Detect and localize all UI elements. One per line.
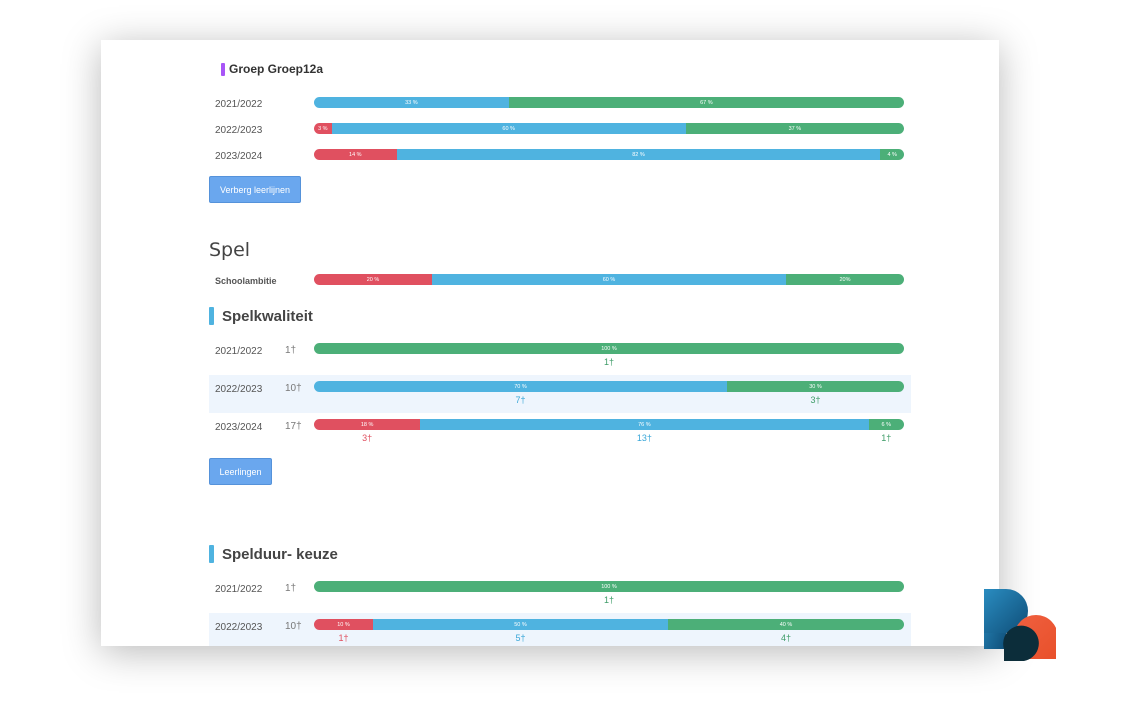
year-label: 2023/2024 (215, 151, 263, 162)
ambition-bar: 20 % 60 % 20% (314, 274, 904, 285)
student-row: 2023/2024 17† 18 % 76 % 6 % 3† 13† 1† (209, 413, 911, 451)
student-count: 10† (285, 621, 302, 632)
bar-segment-red: 10 % (314, 619, 373, 630)
spelkwaliteit-accent (209, 307, 214, 325)
distribution-bar: 100 % (314, 343, 904, 354)
student-marker[interactable]: 1† (603, 595, 615, 605)
bar-segment-green: 6 % (868, 419, 904, 430)
bar-segment-green: 100 % (314, 581, 904, 592)
student-marker[interactable]: 5† (515, 633, 526, 643)
bar-segment-blue: 33 % (314, 97, 509, 108)
year-label: 2021/2022 (215, 99, 263, 110)
distribution-bar: 10 % 50 % 40 % (314, 619, 904, 630)
student-row: 2022/2023 10† 10 % 50 % 40 % 1† 5† 4† (209, 613, 911, 646)
year-label: 2023/2024 (215, 422, 263, 433)
group-accent (221, 62, 225, 76)
hide-lines-button[interactable]: Verberg leerlijnen (209, 176, 301, 203)
speelduur-title: Spelduur- keuze (209, 545, 338, 563)
student-row: 2021/2022 1† 100 % 1† (209, 337, 911, 375)
student-count: 1† (285, 345, 297, 356)
group-row: 2021/2022 33 % 67 % (209, 96, 911, 114)
bar-segment-green: 4 % (880, 149, 904, 160)
student-row: 2021/2022 1† 100 % 1† (209, 575, 911, 613)
bar-segment-green: 67 % (508, 97, 904, 108)
section-title: Spel (209, 239, 251, 261)
bar-segment-blue: 60 % (331, 123, 686, 134)
distribution-bar: 70 % 30 % (314, 381, 904, 392)
student-marker[interactable]: 3† (362, 433, 373, 443)
distribution-bar: 33 % 67 % (314, 97, 904, 108)
distribution-bar: 100 % (314, 581, 904, 592)
report-panel: Groep Groep12a 2021/2022 33 % 67 % 2022/202… (101, 40, 999, 646)
student-row: 2022/2023 10† 70 % 30 % 7† 3† (209, 375, 911, 413)
bar-segment-green: 30 % (727, 381, 904, 392)
bar-segment-green: 20% (786, 274, 904, 285)
speelduur-accent (209, 545, 214, 563)
group-row: 2023/2024 14 % 82 % 4 % (209, 148, 911, 166)
bar-segment-blue: 70 % (314, 381, 727, 392)
spelkwaliteit-title: Spelkwaliteit (209, 307, 313, 325)
student-count: 1† (285, 583, 297, 594)
student-count: 17† (285, 421, 302, 432)
year-label: 2022/2023 (215, 125, 263, 136)
year-label: 2021/2022 (215, 584, 263, 595)
students-button[interactable]: Leerlingen (209, 458, 272, 485)
student-marker[interactable]: 1† (881, 433, 892, 443)
group-row: 2022/2023 3 % 60 % 37 % (209, 122, 911, 140)
group-title: Groep Groep12a (221, 62, 323, 76)
student-count: 10† (285, 383, 302, 394)
distribution-bar: 18 % 76 % 6 % (314, 419, 904, 430)
bar-segment-blue: 76 % (420, 419, 869, 430)
bar-segment-green: 37 % (685, 123, 904, 134)
bar-segment-red: 20 % (314, 274, 432, 285)
bar-segment-red: 14 % (314, 149, 397, 160)
distribution-bar: 3 % 60 % 37 % (314, 123, 904, 134)
year-label: 2022/2023 (215, 622, 263, 633)
year-label: 2021/2022 (215, 346, 263, 357)
bar-segment-blue: 50 % (373, 619, 668, 630)
bar-segment-blue: 82 % (396, 149, 881, 160)
bar-segment-red: 3 % (314, 123, 332, 134)
student-marker[interactable]: 1† (338, 633, 349, 643)
year-label: 2022/2023 (215, 384, 263, 395)
student-marker[interactable]: 1† (603, 357, 615, 367)
bar-segment-red: 18 % (314, 419, 421, 430)
bar-segment-green: 100 % (314, 343, 904, 354)
student-marker[interactable]: 7† (515, 395, 526, 405)
bar-segment-green: 40 % (668, 619, 904, 630)
bar-segment-blue: 60 % (432, 274, 786, 285)
ambition-label: Schoolambitie (215, 276, 277, 286)
distribution-bar: 14 % 82 % 4 % (314, 149, 904, 160)
student-marker[interactable]: 4† (780, 633, 792, 643)
student-marker[interactable]: 3† (810, 395, 821, 405)
brand-logo-icon (984, 589, 1056, 661)
student-marker[interactable]: 13† (636, 433, 652, 443)
